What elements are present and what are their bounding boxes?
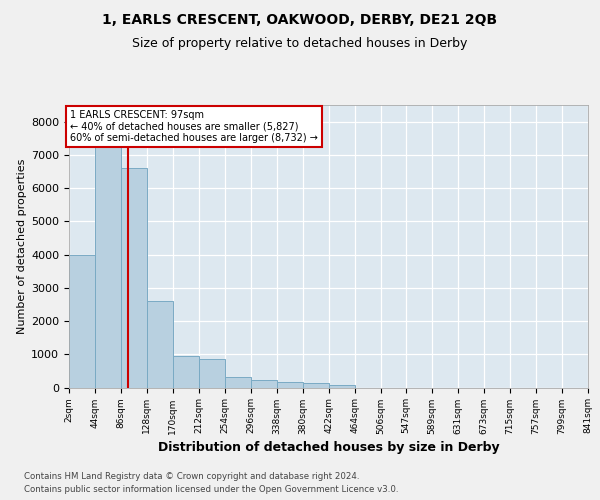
Bar	[69, 254, 95, 388]
Bar	[121, 168, 147, 388]
Bar	[251, 380, 277, 388]
Bar	[225, 376, 251, 388]
Text: Size of property relative to detached houses in Derby: Size of property relative to detached ho…	[133, 38, 467, 51]
Bar	[329, 384, 355, 388]
Bar	[277, 382, 302, 388]
Text: 1 EARLS CRESCENT: 97sqm
← 40% of detached houses are smaller (5,827)
60% of semi: 1 EARLS CRESCENT: 97sqm ← 40% of detache…	[70, 110, 318, 143]
Text: Contains HM Land Registry data © Crown copyright and database right 2024.: Contains HM Land Registry data © Crown c…	[24, 472, 359, 481]
X-axis label: Distribution of detached houses by size in Derby: Distribution of detached houses by size …	[158, 440, 499, 454]
Y-axis label: Number of detached properties: Number of detached properties	[17, 158, 27, 334]
Text: Contains public sector information licensed under the Open Government Licence v3: Contains public sector information licen…	[24, 485, 398, 494]
Bar	[95, 135, 121, 388]
Bar	[147, 301, 173, 388]
Text: 1, EARLS CRESCENT, OAKWOOD, DERBY, DE21 2QB: 1, EARLS CRESCENT, OAKWOOD, DERBY, DE21 …	[103, 12, 497, 26]
Bar	[303, 383, 329, 388]
Bar	[173, 356, 199, 388]
Bar	[199, 358, 224, 388]
